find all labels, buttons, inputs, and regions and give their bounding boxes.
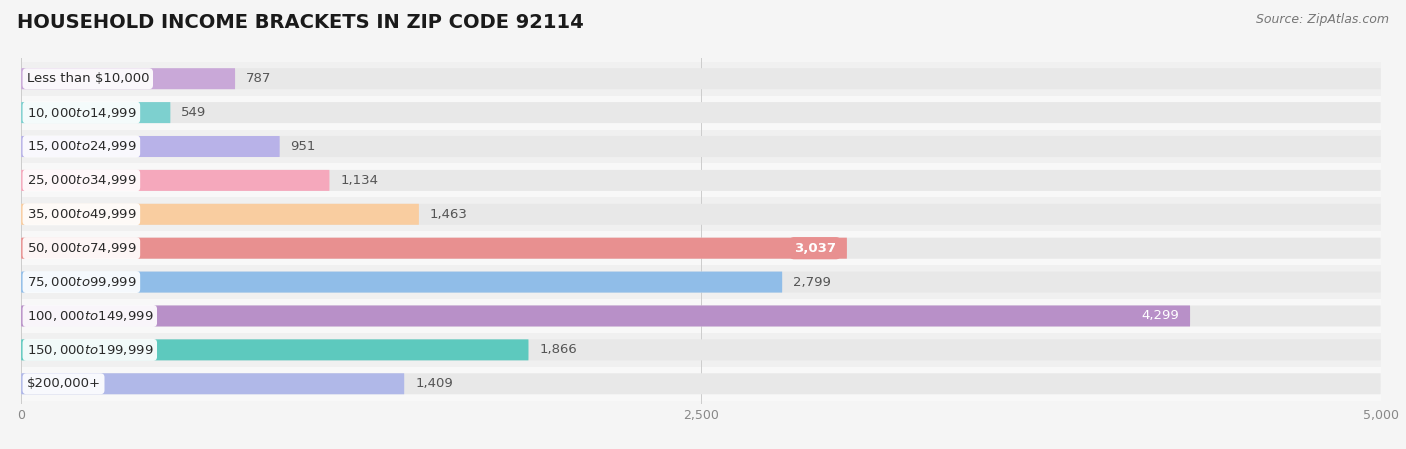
FancyBboxPatch shape [21,68,235,89]
FancyBboxPatch shape [21,272,782,293]
FancyBboxPatch shape [21,339,1381,361]
Bar [21,96,1381,130]
FancyBboxPatch shape [21,305,1189,326]
FancyBboxPatch shape [21,102,1381,123]
Text: 2,799: 2,799 [793,276,831,289]
Bar [21,163,1381,198]
Text: $10,000 to $14,999: $10,000 to $14,999 [27,106,136,119]
Text: 549: 549 [181,106,207,119]
Text: 3,037: 3,037 [794,242,837,255]
Text: HOUSEHOLD INCOME BRACKETS IN ZIP CODE 92114: HOUSEHOLD INCOME BRACKETS IN ZIP CODE 92… [17,13,583,32]
Bar [21,231,1381,265]
FancyBboxPatch shape [21,170,1381,191]
Text: 1,409: 1,409 [415,377,453,390]
Bar [21,130,1381,163]
FancyBboxPatch shape [21,238,846,259]
Text: Source: ZipAtlas.com: Source: ZipAtlas.com [1256,13,1389,26]
Text: $150,000 to $199,999: $150,000 to $199,999 [27,343,153,357]
Text: 1,134: 1,134 [340,174,378,187]
FancyBboxPatch shape [21,136,1381,157]
Text: $35,000 to $49,999: $35,000 to $49,999 [27,207,136,221]
Text: 4,299: 4,299 [1142,309,1180,322]
FancyBboxPatch shape [21,68,1381,89]
FancyBboxPatch shape [21,204,1381,225]
Text: $100,000 to $149,999: $100,000 to $149,999 [27,309,153,323]
Bar [21,299,1381,333]
Bar [21,62,1381,96]
Text: 787: 787 [246,72,271,85]
FancyBboxPatch shape [21,170,329,191]
FancyBboxPatch shape [21,102,170,123]
Text: $200,000+: $200,000+ [27,377,100,390]
FancyBboxPatch shape [21,204,419,225]
Text: $15,000 to $24,999: $15,000 to $24,999 [27,140,136,154]
Text: 951: 951 [291,140,316,153]
Text: Less than $10,000: Less than $10,000 [27,72,149,85]
Text: $25,000 to $34,999: $25,000 to $34,999 [27,173,136,187]
FancyBboxPatch shape [21,238,1381,259]
FancyBboxPatch shape [21,373,405,394]
Bar [21,198,1381,231]
FancyBboxPatch shape [21,339,529,361]
FancyBboxPatch shape [21,305,1381,326]
Text: $75,000 to $99,999: $75,000 to $99,999 [27,275,136,289]
Bar [21,367,1381,401]
Text: 1,866: 1,866 [540,343,576,357]
Bar [21,333,1381,367]
Text: $50,000 to $74,999: $50,000 to $74,999 [27,241,136,255]
Bar [21,265,1381,299]
Text: 1,463: 1,463 [430,208,468,221]
FancyBboxPatch shape [21,136,280,157]
FancyBboxPatch shape [21,272,1381,293]
FancyBboxPatch shape [21,373,1381,394]
